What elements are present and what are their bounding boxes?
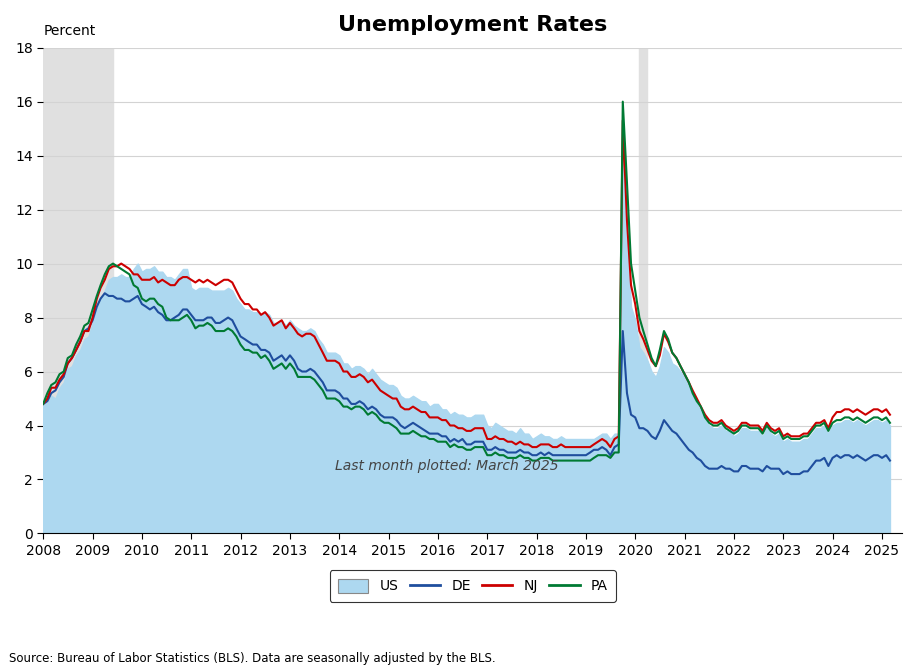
Text: Percent: Percent (43, 24, 95, 38)
Legend: US, DE, NJ, PA: US, DE, NJ, PA (330, 570, 616, 602)
Title: Unemployment Rates: Unemployment Rates (338, 15, 608, 35)
Text: Last month plotted: March 2025: Last month plotted: March 2025 (335, 460, 559, 474)
Bar (640, 47, 647, 534)
Text: Source: Bureau of Labor Statistics (BLS). Data are seasonally adjusted by the BL: Source: Bureau of Labor Statistics (BLS)… (9, 652, 496, 665)
Bar (43, 47, 113, 534)
